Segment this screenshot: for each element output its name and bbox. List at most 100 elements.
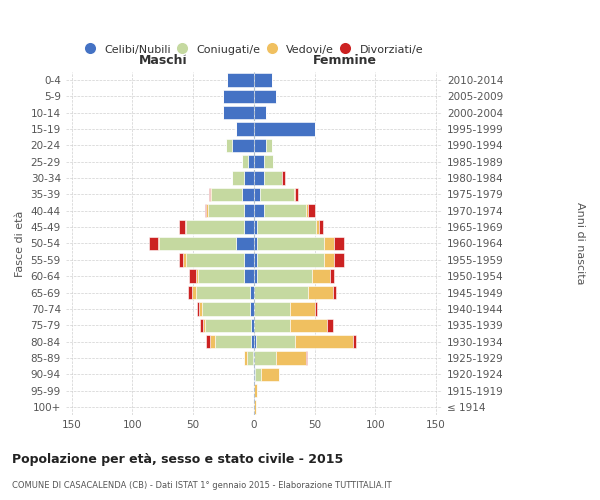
Bar: [312, 270, 331, 283]
Bar: [196, 270, 198, 283]
Bar: [257, 237, 324, 250]
Bar: [209, 188, 210, 201]
Bar: [190, 270, 196, 283]
Bar: [251, 335, 254, 348]
Bar: [306, 204, 308, 218]
Bar: [254, 188, 260, 201]
Bar: [188, 286, 192, 299]
Bar: [308, 204, 314, 218]
Bar: [254, 220, 257, 234]
Bar: [334, 237, 344, 250]
Bar: [314, 302, 317, 316]
Bar: [244, 172, 254, 185]
Bar: [334, 253, 344, 266]
Bar: [254, 270, 257, 283]
Bar: [149, 237, 158, 250]
Bar: [257, 270, 312, 283]
Bar: [250, 286, 254, 299]
Bar: [290, 318, 326, 332]
Bar: [290, 302, 314, 316]
Bar: [198, 270, 244, 283]
Bar: [244, 270, 254, 283]
Bar: [256, 335, 295, 348]
Bar: [192, 286, 196, 299]
Bar: [295, 188, 298, 201]
Bar: [159, 237, 236, 250]
Bar: [319, 220, 323, 234]
Bar: [199, 302, 202, 316]
Bar: [257, 220, 316, 234]
Bar: [254, 155, 263, 168]
Bar: [215, 335, 251, 348]
Bar: [254, 106, 266, 120]
Bar: [179, 253, 184, 266]
Bar: [251, 318, 254, 332]
Bar: [254, 318, 290, 332]
Bar: [206, 335, 210, 348]
Bar: [254, 90, 275, 103]
Legend: Celibi/Nubili, Coniugati/e, Vedovi/e, Divorziati/e: Celibi/Nubili, Coniugati/e, Vedovi/e, Di…: [80, 40, 428, 59]
Bar: [254, 368, 255, 381]
Bar: [227, 74, 254, 86]
Bar: [226, 138, 232, 152]
Bar: [186, 253, 244, 266]
Y-axis label: Anni di nascita: Anni di nascita: [575, 202, 585, 284]
Bar: [260, 188, 294, 201]
Bar: [326, 318, 333, 332]
Bar: [353, 335, 356, 348]
Bar: [232, 172, 244, 185]
Bar: [203, 318, 205, 332]
Bar: [306, 351, 307, 364]
Bar: [223, 90, 254, 103]
Y-axis label: Fasce di età: Fasce di età: [15, 210, 25, 276]
Bar: [324, 253, 334, 266]
Bar: [205, 204, 206, 218]
Bar: [158, 237, 159, 250]
Bar: [248, 155, 254, 168]
Bar: [244, 253, 254, 266]
Bar: [196, 286, 250, 299]
Bar: [211, 188, 242, 201]
Bar: [282, 172, 286, 185]
Bar: [200, 318, 203, 332]
Bar: [254, 237, 257, 250]
Bar: [208, 204, 244, 218]
Bar: [184, 253, 186, 266]
Bar: [210, 188, 211, 201]
Text: Popolazione per età, sesso e stato civile - 2015: Popolazione per età, sesso e stato civil…: [12, 452, 343, 466]
Bar: [254, 335, 256, 348]
Text: COMUNE DI CASACALENDA (CB) - Dati ISTAT 1° gennaio 2015 - Elaborazione TUTTITALI: COMUNE DI CASACALENDA (CB) - Dati ISTAT …: [12, 480, 392, 490]
Bar: [206, 204, 208, 218]
Bar: [250, 302, 254, 316]
Text: Femmine: Femmine: [313, 54, 377, 67]
Bar: [205, 318, 251, 332]
Bar: [223, 106, 254, 120]
Bar: [202, 302, 250, 316]
Bar: [254, 74, 272, 86]
Bar: [254, 122, 314, 136]
Bar: [254, 138, 266, 152]
Bar: [254, 204, 263, 218]
Bar: [242, 155, 248, 168]
Text: Maschi: Maschi: [139, 54, 187, 67]
Bar: [236, 122, 254, 136]
Bar: [253, 351, 254, 364]
Bar: [232, 138, 254, 152]
Bar: [210, 335, 215, 348]
Bar: [179, 220, 185, 234]
Bar: [254, 253, 257, 266]
Bar: [261, 368, 280, 381]
Bar: [236, 237, 254, 250]
Bar: [185, 220, 186, 234]
Bar: [294, 188, 295, 201]
Bar: [254, 400, 256, 413]
Bar: [308, 286, 333, 299]
Bar: [266, 138, 272, 152]
Bar: [257, 253, 324, 266]
Bar: [242, 188, 254, 201]
Bar: [186, 220, 244, 234]
Bar: [333, 286, 337, 299]
Bar: [324, 237, 334, 250]
Bar: [263, 204, 306, 218]
Bar: [255, 368, 261, 381]
